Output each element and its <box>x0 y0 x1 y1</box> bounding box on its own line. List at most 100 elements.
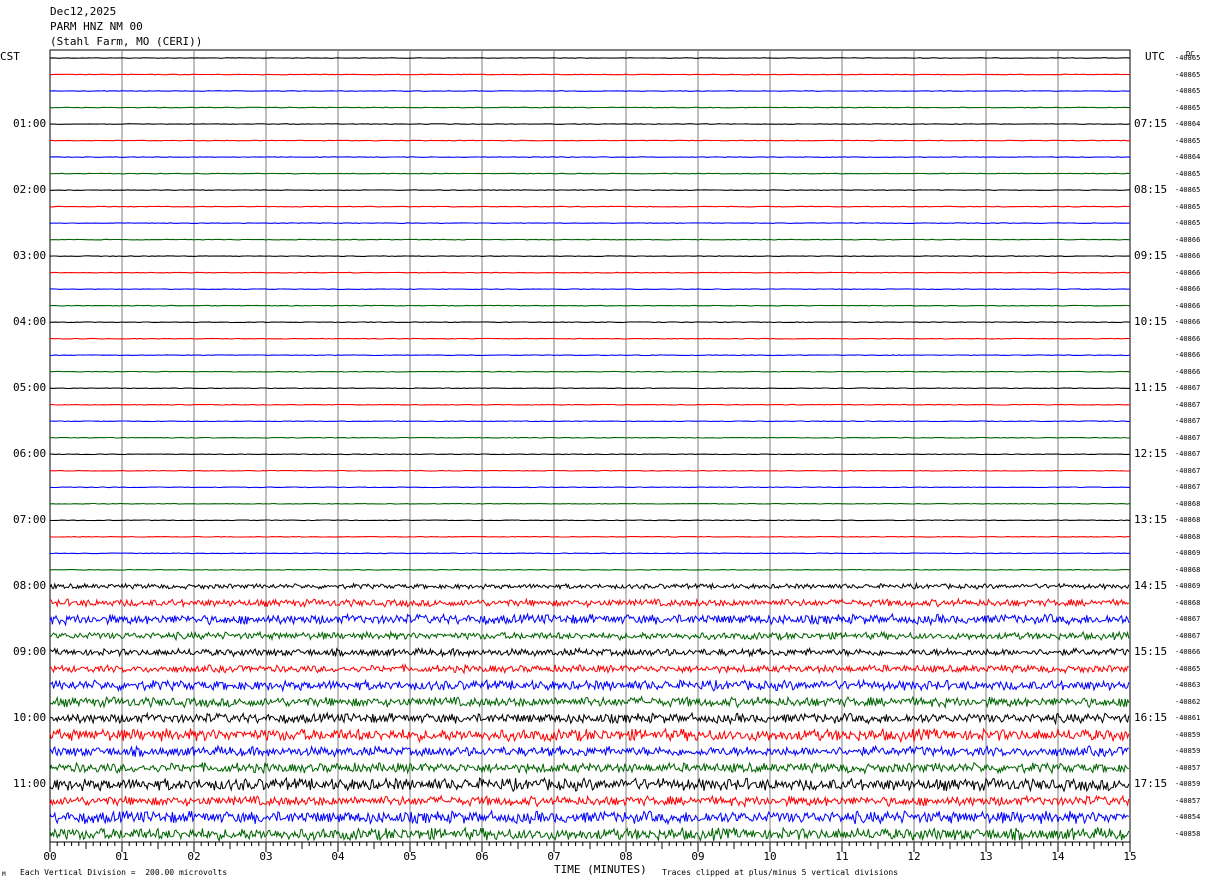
seismic-trace <box>49 761 1129 776</box>
right-hour-label: 13:15 <box>1134 513 1168 527</box>
seismic-trace <box>49 156 1131 158</box>
seismic-trace <box>49 453 1131 456</box>
left-hour-label: 02:00 <box>13 183 47 197</box>
seismic-trace <box>49 436 1130 439</box>
seismic-trace <box>49 552 1131 555</box>
dc-offset-label: -40866 <box>1175 252 1201 261</box>
seismic-trace <box>49 403 1131 406</box>
seismic-trace <box>49 502 1131 505</box>
left-hour-label: 04:00 <box>13 315 47 329</box>
right-hour-label: 09:15 <box>1134 249 1168 263</box>
dc-offset-label: -40867 <box>1175 615 1201 624</box>
clip-note: Traces clipped at plus/minus 5 vertical … <box>662 868 899 877</box>
seismic-trace <box>49 794 1130 809</box>
seismic-trace <box>49 663 1130 675</box>
dc-offset-label: -40859 <box>1175 780 1201 789</box>
x-tick-label: 00 <box>43 850 57 863</box>
title-station: PARM HNZ NM 00 <box>50 20 143 33</box>
seismic-trace <box>49 597 1130 609</box>
seismic-trace <box>49 535 1131 538</box>
dc-offset-label: -40865 <box>1175 54 1201 62</box>
dc-offset-label: -40865 <box>1175 70 1201 79</box>
dc-offset-label: -40859 <box>1175 730 1201 739</box>
right-hour-label: 16:15 <box>1134 711 1168 725</box>
dc-offset-label: -40867 <box>1175 384 1201 393</box>
seismic-trace <box>49 519 1131 522</box>
seismic-trace <box>49 486 1131 489</box>
title-location: (Stahl Farm, MO (CERI)) <box>50 35 203 48</box>
dc-offset-label: -40869 <box>1175 582 1201 591</box>
dc-offset-label: -40867 <box>1175 417 1201 426</box>
dc-offset-label: -40864 <box>1175 153 1201 162</box>
seismic-trace <box>49 678 1130 693</box>
dc-offset-label: -40867 <box>1175 433 1201 442</box>
seismic-trace <box>49 744 1129 758</box>
seismic-trace <box>49 420 1130 423</box>
title-date: Dec12,2025 <box>50 5 117 18</box>
right-hour-label: 15:15 <box>1134 645 1168 659</box>
dc-offset-label: -40858 <box>1175 830 1201 838</box>
dc-offset-label: -40866 <box>1175 351 1201 360</box>
seismic-trace <box>50 189 1131 191</box>
seismic-trace <box>49 370 1131 373</box>
seismic-trace <box>49 106 1130 109</box>
dc-offset-label: -40868 <box>1175 565 1201 574</box>
x-tick-label: 09 <box>691 850 705 863</box>
seismic-trace <box>49 172 1131 175</box>
left-hour-label: 07:00 <box>13 513 47 527</box>
plot-frame <box>49 49 1131 843</box>
seismic-trace <box>49 271 1131 274</box>
dc-offset-label: -40866 <box>1175 268 1201 277</box>
dc-offset-label: -40867 <box>1175 450 1201 459</box>
seismic-trace <box>49 387 1131 390</box>
left-hour-label: 01:00 <box>13 117 47 131</box>
right-timezone-label: UTC <box>1145 50 1165 63</box>
seismic-trace <box>49 568 1131 571</box>
dc-offset-label: -40865 <box>1175 202 1201 211</box>
left-hour-label: 08:00 <box>13 579 47 593</box>
left-hour-label: 03:00 <box>13 249 47 263</box>
x-tick-label: 02 <box>187 850 201 863</box>
seismic-trace <box>49 205 1130 208</box>
right-hour-label: 08:15 <box>1134 183 1168 197</box>
left-hour-label: 10:00 <box>13 711 47 725</box>
dc-offset-label: -40868 <box>1175 532 1201 541</box>
seismic-trace <box>49 90 1131 92</box>
right-hour-label: 14:15 <box>1134 579 1168 593</box>
seismic-trace <box>50 73 1131 76</box>
seismic-trace <box>49 695 1130 710</box>
x-tick-label: 13 <box>979 850 993 863</box>
dc-offset-label: -40865 <box>1175 136 1201 145</box>
dc-offset-label: -40866 <box>1175 285 1201 294</box>
right-hour-label: 07:15 <box>1134 117 1168 131</box>
right-hour-label: 11:15 <box>1134 381 1168 395</box>
dc-offset-label: -40868 <box>1175 598 1201 607</box>
left-hour-label: 09:00 <box>13 645 47 659</box>
seismic-trace <box>50 337 1131 340</box>
right-hour-label: 17:15 <box>1134 777 1168 791</box>
dc-offset-label: -40867 <box>1175 631 1201 640</box>
dc-offset-label: -40866 <box>1175 367 1201 376</box>
dc-offset-label: -40859 <box>1175 747 1201 756</box>
left-timezone-label: CST <box>0 50 20 63</box>
seismic-trace <box>49 139 1130 142</box>
dc-offset-label: -40866 <box>1175 235 1201 244</box>
seismic-trace <box>49 646 1130 658</box>
dc-offset-label: -40867 <box>1175 466 1201 475</box>
dc-offset-label: -40865 <box>1175 219 1201 228</box>
left-hour-label: 06:00 <box>13 447 47 461</box>
dc-offset-label: -40866 <box>1175 301 1201 310</box>
left-hour-label: 11:00 <box>13 777 47 791</box>
scale-note: Each Vertical Division = 200.00 microvol… <box>20 868 228 877</box>
dc-offset-label: -40864 <box>1175 120 1201 129</box>
dc-offset-label: -40854 <box>1175 813 1201 822</box>
dc-offset-label: -40867 <box>1175 400 1201 409</box>
x-tick-label: 10 <box>763 850 777 863</box>
dc-offset-label: -40868 <box>1175 516 1201 525</box>
x-tick-label: 01 <box>115 850 129 863</box>
seismic-trace <box>49 809 1130 826</box>
x-tick-label: 12 <box>907 850 921 863</box>
dc-offset-label: -40865 <box>1175 169 1201 178</box>
dc-offset-label: -40862 <box>1175 697 1201 706</box>
dc-offset-label: -40866 <box>1175 318 1201 327</box>
